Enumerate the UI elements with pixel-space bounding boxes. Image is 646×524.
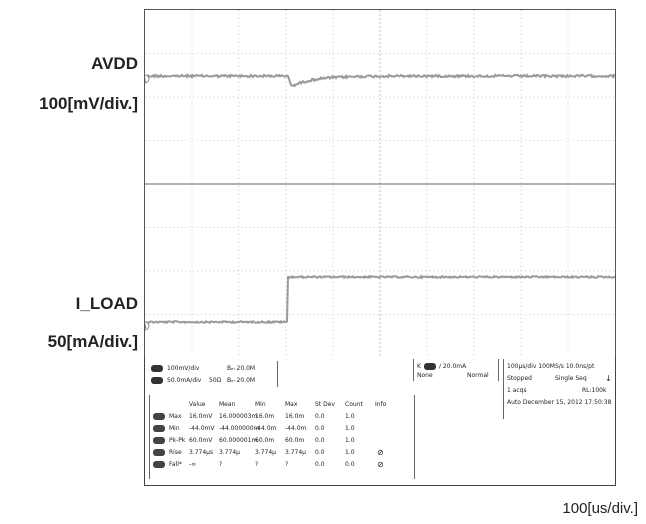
measurement-cell: -44.0m: [255, 425, 277, 432]
measurement-header-max: Max: [285, 401, 298, 408]
measurement-label-fall: Fall*: [169, 461, 182, 468]
measurement-cell: 3.774μ: [219, 449, 240, 456]
measurement-header-mean: Mean: [219, 401, 236, 408]
measurement-header-value: Value: [189, 401, 206, 408]
ch1-volts-per-div: 100mV/div: [167, 365, 200, 372]
measurement-warning-icon[interactable]: ⊘: [377, 460, 384, 469]
measurement-cell: -44.0mV: [189, 425, 215, 432]
measurement-cell: -44.0m: [285, 425, 307, 432]
info-panel: 100mV/div Bₑₗ 20.0M 50.0mA/div 50Ω Bₑₗ 2…: [144, 357, 616, 486]
ch2-impedance: 50Ω: [209, 377, 222, 384]
measurement-cell: 16.0m: [285, 413, 305, 420]
measurement-source-badge[interactable]: [153, 437, 165, 444]
measurement-cell: 1.0: [345, 449, 355, 456]
measurement-cell: 3.774μ: [255, 449, 276, 456]
measurement-header-st-dev: St Dev: [315, 401, 335, 408]
measurement-cell: 60.0mV: [189, 437, 213, 444]
ch2-iload-trace: [145, 274, 615, 325]
waveform-canvas: 1 4: [145, 10, 615, 358]
acquisition-arrow-icon: ↓: [605, 374, 612, 383]
acquisition-datetime: Auto December 15, 2012 17:50:38: [507, 399, 612, 406]
measurement-cell: 16.0m: [255, 413, 275, 420]
svg-text:4: 4: [145, 324, 147, 331]
measurements-table: [149, 395, 415, 479]
trigger-coupling: None: [417, 372, 433, 379]
measurement-cell: -∞: [189, 461, 197, 468]
acquisition-sequence: Single Seq: [555, 375, 587, 382]
measurement-cell: 3.774μ: [285, 449, 306, 456]
measurement-cell: 0.0: [315, 461, 325, 468]
measurement-source-badge[interactable]: [153, 425, 165, 432]
measurement-source-badge[interactable]: [153, 413, 165, 420]
ch1-bw-limit: Bₑₗ 20.0M: [227, 365, 256, 372]
measurement-cell: 0.0: [315, 437, 325, 444]
measurement-cell: 60.000001m: [219, 437, 258, 444]
channel-settings-box: [149, 361, 278, 387]
ch1-avdd-trace: [145, 72, 615, 88]
ch1-ground-marker[interactable]: 1: [145, 74, 150, 84]
ch2-ground-marker[interactable]: 4: [145, 321, 150, 331]
measurement-cell: 16.000003m: [219, 413, 258, 420]
measurement-cell: -44.000000m: [219, 425, 260, 432]
measurement-label-max: Max: [169, 413, 182, 420]
measurement-cell: 0.0: [315, 449, 325, 456]
ch2-amps-per-div: 50.0mA/div: [167, 377, 202, 384]
ch1-scale-label: 100[mV/div.]: [39, 94, 138, 113]
measurement-cell: 3.774μs: [189, 449, 214, 456]
measurement-label-pkpk: Pk-Pk: [169, 437, 186, 444]
acquisition-box: [503, 359, 614, 419]
measurement-warning-icon[interactable]: ⊘: [377, 448, 384, 457]
measurement-cell: 16.0mV: [189, 413, 213, 420]
scope-display: 1 4: [144, 9, 616, 359]
measurement-cell: 1.0: [345, 437, 355, 444]
measurement-cell: 0.0: [345, 461, 355, 468]
measurement-cell: ?: [219, 461, 223, 468]
trigger-label: K: [417, 363, 421, 370]
ch2-name-label: I_LOAD: [75, 294, 138, 313]
measurement-cell: 0.0: [315, 425, 325, 432]
ch1-name-label: AVDD: [91, 54, 138, 73]
measurement-cell: ?: [255, 461, 259, 468]
trigger-source-badge[interactable]: [424, 363, 436, 370]
svg-text:1: 1: [145, 77, 147, 84]
measurement-source-badge[interactable]: [153, 449, 165, 456]
measurement-cell: 1.0: [345, 425, 355, 432]
ch2-bw-limit: Bₑₗ 20.0M: [227, 377, 256, 384]
ch2-scale-label: 50[mA/div.]: [47, 332, 138, 351]
trigger-level: ∕ 20.0mA: [439, 363, 467, 370]
trigger-mode: Normal: [467, 372, 489, 379]
measurement-cell: 60.0m: [285, 437, 305, 444]
measurement-cell: 60.0m: [255, 437, 275, 444]
measurement-cell: ?: [285, 461, 289, 468]
acquisition-state: Stopped: [507, 375, 532, 382]
measurement-source-badge[interactable]: [153, 461, 165, 468]
measurement-header-min: Min: [255, 401, 266, 408]
measurement-header-info: Info: [375, 401, 387, 408]
measurement-cell: 0.0: [315, 413, 325, 420]
trigger-box: [413, 359, 499, 381]
acquisition-rate: 100μs/div 100MS/s 10.0ns/pt: [507, 363, 595, 370]
ch2-badge[interactable]: [151, 377, 163, 384]
measurement-header-count: Count: [345, 401, 363, 408]
timebase-label: 100[us/div.]: [562, 500, 638, 517]
ch1-badge[interactable]: [151, 365, 163, 372]
measurement-label-rise: Rise: [169, 449, 182, 456]
acquisition-count: 1 acqs: [507, 387, 527, 394]
measurement-cell: 1.0: [345, 413, 355, 420]
record-length: RL:100k: [582, 387, 607, 394]
measurement-label-min: Min: [169, 425, 180, 432]
